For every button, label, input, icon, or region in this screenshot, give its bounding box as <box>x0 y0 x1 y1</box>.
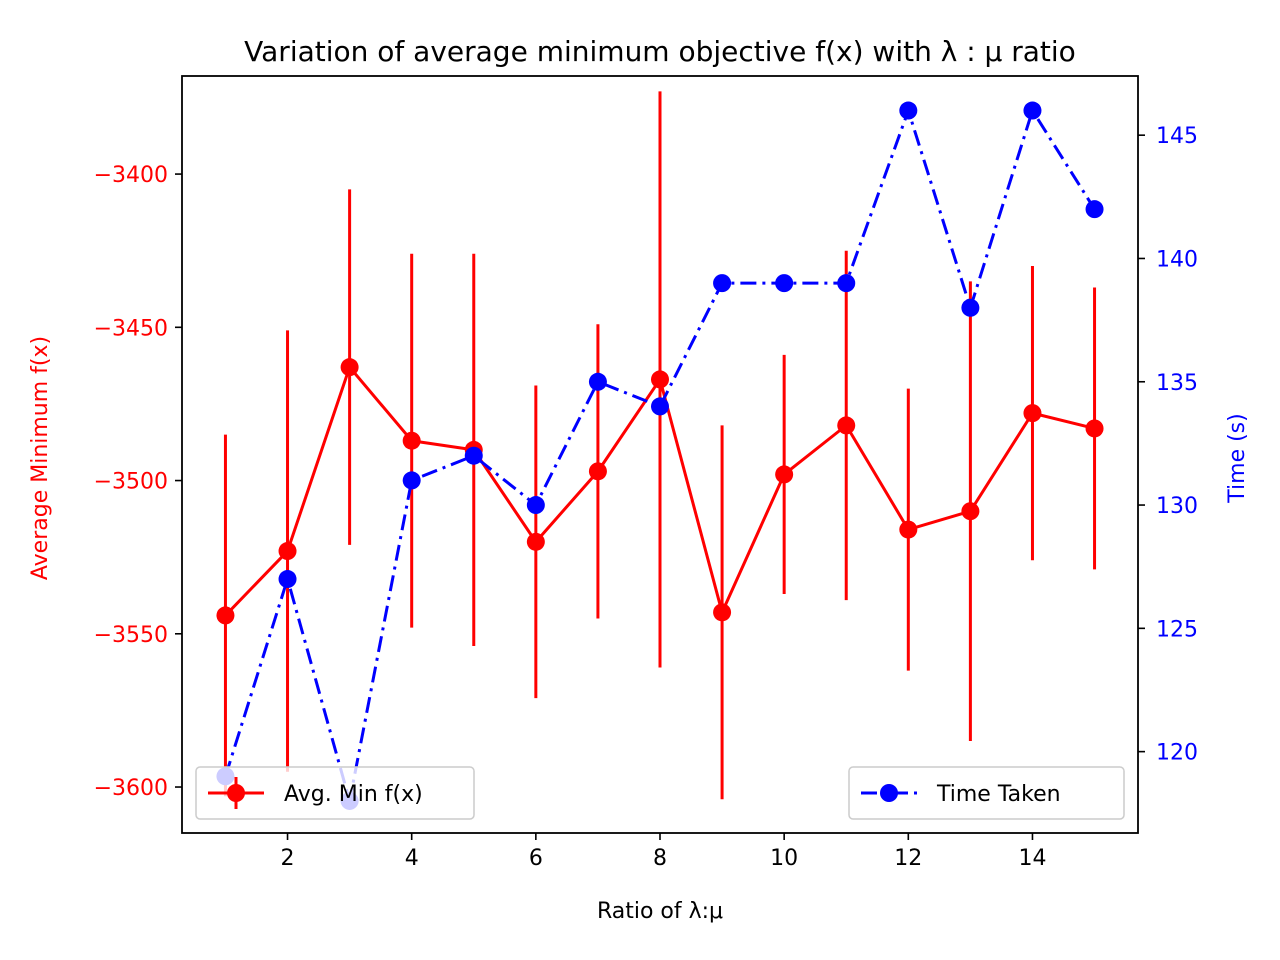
data-point <box>713 603 732 622</box>
legend-time-taken: Time Taken <box>848 766 1125 820</box>
data-point <box>651 397 669 416</box>
legend-avg-min-fx: Avg. Min f(x) <box>195 766 475 820</box>
right-y-tick-label: 130 <box>1156 494 1198 519</box>
data-point <box>1023 404 1042 423</box>
data-point <box>216 606 235 625</box>
data-point <box>1085 200 1104 219</box>
data-point <box>526 532 545 551</box>
data-point <box>402 471 421 490</box>
data-point <box>1023 101 1042 120</box>
data-point <box>340 358 359 377</box>
data-point <box>961 298 980 317</box>
data-point <box>651 370 669 389</box>
series-time-taken <box>216 101 1104 810</box>
data-point <box>278 542 297 561</box>
left-y-tick-label: −3550 <box>94 623 168 648</box>
right-y-tick-label: 125 <box>1156 617 1198 642</box>
x-tick-label: 8 <box>653 846 667 871</box>
right-y-tick-label: 145 <box>1156 124 1198 149</box>
right-y-tick-label: 140 <box>1156 247 1198 272</box>
data-point <box>526 496 545 515</box>
legend-box <box>848 766 1125 820</box>
series-avg-min-fx <box>216 91 1104 800</box>
legend-label: Time Taken <box>936 782 1061 807</box>
data-point <box>1085 419 1104 438</box>
data-point <box>899 101 918 120</box>
plot-area: 2 4 6 8 10 12 14 −3400 −3450 −3500 −3550 −3600 120 12… <box>94 75 1198 871</box>
series-line <box>224 109 1096 803</box>
right-y-axis-title: Time (s) <box>1225 413 1250 503</box>
plot-frame <box>181 75 1139 834</box>
data-point <box>837 416 856 435</box>
right-y-tick-label: 120 <box>1156 741 1198 766</box>
data-point <box>961 502 980 521</box>
right-y-tick-label: 135 <box>1156 371 1198 396</box>
data-point <box>775 274 794 293</box>
data-point <box>402 431 421 450</box>
legend-marker <box>880 784 898 802</box>
x-tick-label: 4 <box>405 846 419 871</box>
x-axis-title: Ratio of λ:μ <box>597 899 723 924</box>
data-point <box>713 274 732 293</box>
left-y-tick-label: −3450 <box>94 316 168 341</box>
left-y-tick-label: −3400 <box>94 163 168 188</box>
x-tick-label: 10 <box>770 846 798 871</box>
data-point <box>837 274 856 293</box>
x-tick-label: 12 <box>894 846 922 871</box>
data-point <box>775 465 794 484</box>
x-tick-label: 6 <box>529 846 543 871</box>
left-y-tick-label: −3600 <box>94 776 168 801</box>
legend-box <box>195 766 475 820</box>
left-y-axis-title: Average Minimum f(x) <box>28 336 53 580</box>
left-y-tick-label: −3500 <box>94 470 168 495</box>
x-tick-label: 14 <box>1018 846 1046 871</box>
data-point <box>588 462 607 481</box>
data-point <box>278 570 297 589</box>
data-point <box>464 446 483 465</box>
data-point <box>899 520 918 539</box>
chart-title: Variation of average minimum objective f… <box>244 35 1076 68</box>
x-tick-label: 2 <box>281 846 295 871</box>
legend-label: Avg. Min f(x) <box>284 782 423 807</box>
data-point <box>588 372 607 391</box>
